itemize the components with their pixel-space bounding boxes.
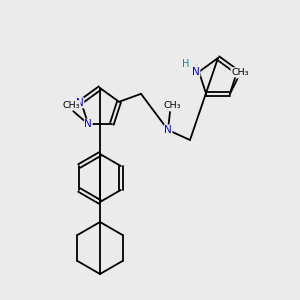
Text: CH₃: CH₃ (231, 68, 248, 77)
Text: CH₃: CH₃ (62, 101, 80, 110)
Text: N: N (84, 119, 92, 129)
Text: H: H (182, 59, 190, 69)
Text: N: N (76, 98, 84, 108)
Text: N: N (192, 67, 200, 77)
Text: CH₃: CH₃ (163, 101, 181, 110)
Text: N: N (164, 125, 172, 135)
Text: N: N (236, 68, 244, 78)
